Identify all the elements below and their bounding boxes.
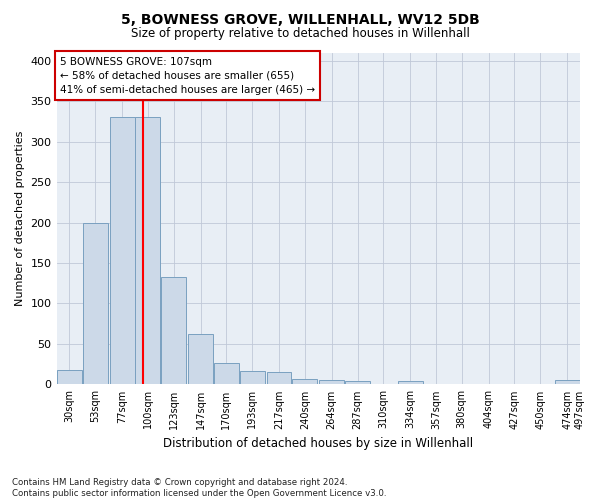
Text: Size of property relative to detached houses in Willenhall: Size of property relative to detached ho… — [131, 28, 469, 40]
Bar — [292, 379, 317, 384]
Text: 5 BOWNESS GROVE: 107sqm
← 58% of detached houses are smaller (655)
41% of semi-d: 5 BOWNESS GROVE: 107sqm ← 58% of detache… — [60, 56, 315, 94]
Bar — [345, 381, 370, 384]
Bar — [398, 381, 422, 384]
Bar — [57, 370, 82, 384]
Bar — [319, 380, 344, 384]
Bar — [188, 334, 213, 384]
Bar — [83, 222, 107, 384]
Bar — [239, 372, 265, 384]
Bar — [266, 372, 292, 384]
Bar — [110, 118, 134, 384]
Bar — [161, 277, 186, 384]
Y-axis label: Number of detached properties: Number of detached properties — [15, 131, 25, 306]
Bar — [214, 362, 239, 384]
Bar — [136, 118, 160, 384]
Bar — [554, 380, 580, 384]
X-axis label: Distribution of detached houses by size in Willenhall: Distribution of detached houses by size … — [163, 437, 473, 450]
Text: Contains HM Land Registry data © Crown copyright and database right 2024.
Contai: Contains HM Land Registry data © Crown c… — [12, 478, 386, 498]
Text: 5, BOWNESS GROVE, WILLENHALL, WV12 5DB: 5, BOWNESS GROVE, WILLENHALL, WV12 5DB — [121, 12, 479, 26]
